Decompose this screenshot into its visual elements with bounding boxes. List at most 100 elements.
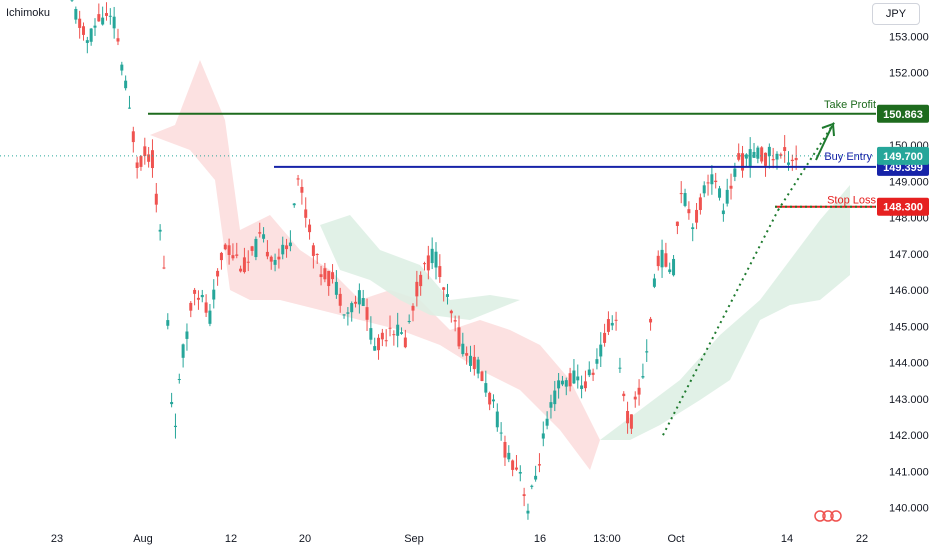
candle-body (687, 209, 691, 214)
candle-body (626, 410, 630, 424)
candle-body (342, 314, 346, 316)
candle-body (714, 180, 718, 183)
candle-body (327, 270, 331, 287)
candle-body (641, 376, 645, 378)
candle-body (357, 290, 361, 305)
candle-body (610, 322, 614, 326)
y-tick-label: 140.000 (889, 503, 929, 515)
candle-body (790, 159, 794, 162)
candle-body (771, 159, 775, 161)
candle-body (419, 274, 423, 287)
candle-body (373, 346, 377, 351)
candle-body (461, 343, 465, 355)
candle-body (292, 203, 296, 206)
candle-body (603, 332, 607, 343)
candle-body (668, 269, 672, 273)
candle-body (564, 380, 568, 387)
currency-button[interactable]: JPY (872, 3, 920, 25)
candle-body (583, 381, 587, 389)
candle-body (698, 197, 702, 210)
price-tag-text: 150.863 (883, 109, 923, 121)
candle-body (78, 18, 82, 28)
indicator-label[interactable]: Ichimoku (6, 7, 51, 19)
y-tick-label: 146.000 (889, 285, 929, 297)
candle-body (104, 13, 108, 16)
candle-body (606, 319, 610, 332)
candle-body (166, 320, 170, 326)
candle-body (258, 232, 262, 234)
candle-body (633, 396, 637, 400)
candle-body (557, 380, 561, 389)
level-annotation: Buy Entry (824, 151, 872, 163)
current-price-tag-text: 149.700 (883, 151, 923, 163)
candle-body (488, 392, 492, 405)
candle-body (514, 467, 518, 470)
candle-body (764, 152, 768, 166)
candle-body (695, 209, 699, 223)
y-tick-label: 142.000 (889, 430, 929, 442)
candle-body (725, 189, 729, 204)
candle-body (614, 319, 618, 321)
candle-body (242, 257, 246, 273)
candle-body (760, 147, 764, 162)
candle-body (269, 256, 273, 262)
candle-body (706, 182, 710, 184)
candle-body (304, 209, 308, 218)
candle-body (522, 494, 526, 497)
candle-body (660, 249, 664, 268)
level-annotation: Stop Loss (827, 195, 876, 207)
candle-body (595, 359, 599, 364)
candle-body (377, 337, 381, 351)
candle-body (675, 221, 679, 226)
candle-body (101, 17, 105, 25)
candle-body (495, 411, 499, 428)
price-tag (877, 104, 929, 123)
candle-body (89, 28, 93, 42)
candle-body (235, 254, 239, 256)
candle-body (484, 383, 488, 393)
candle-body (794, 158, 798, 161)
candle-body (507, 452, 511, 460)
candle-body (185, 331, 189, 339)
candle-body (645, 351, 649, 353)
candle-body (231, 255, 235, 259)
y-tick-label: 143.000 (889, 394, 929, 406)
candle-body (637, 387, 641, 395)
candle-body (407, 320, 411, 323)
ichimoku-cloud-bullish-2 (600, 185, 850, 440)
candle-body (783, 147, 787, 151)
candle-body (296, 178, 300, 180)
candle-body (672, 258, 676, 276)
candle-body (285, 245, 289, 250)
candle-body (476, 359, 480, 374)
candle-body (196, 297, 200, 300)
candle-body (491, 399, 495, 402)
candle-body (361, 298, 365, 306)
x-tick-label: 23 (51, 533, 63, 545)
candle-body (308, 224, 312, 233)
candle-body (549, 402, 553, 408)
replay-icon[interactable] (814, 510, 842, 522)
y-tick-label: 147.000 (889, 249, 929, 261)
candle-body (729, 185, 733, 189)
candle-body (457, 327, 461, 347)
candle-body (415, 281, 419, 297)
candle-body (112, 16, 116, 29)
candle-body (246, 261, 250, 263)
candle-body (85, 40, 89, 43)
candle-body (170, 402, 174, 405)
candle-body (664, 253, 668, 267)
candle-body (622, 393, 626, 397)
x-tick-label: 12 (225, 533, 237, 545)
candle-body (576, 376, 580, 381)
price-tag-text: 148.300 (883, 202, 923, 214)
candle-body (200, 294, 204, 298)
candle-body (779, 154, 783, 156)
candle-body (748, 149, 752, 167)
candle-body (281, 244, 285, 255)
candle-body (108, 15, 112, 17)
candle-body (434, 251, 438, 268)
candle-body (400, 332, 404, 334)
candle-body (518, 471, 522, 474)
